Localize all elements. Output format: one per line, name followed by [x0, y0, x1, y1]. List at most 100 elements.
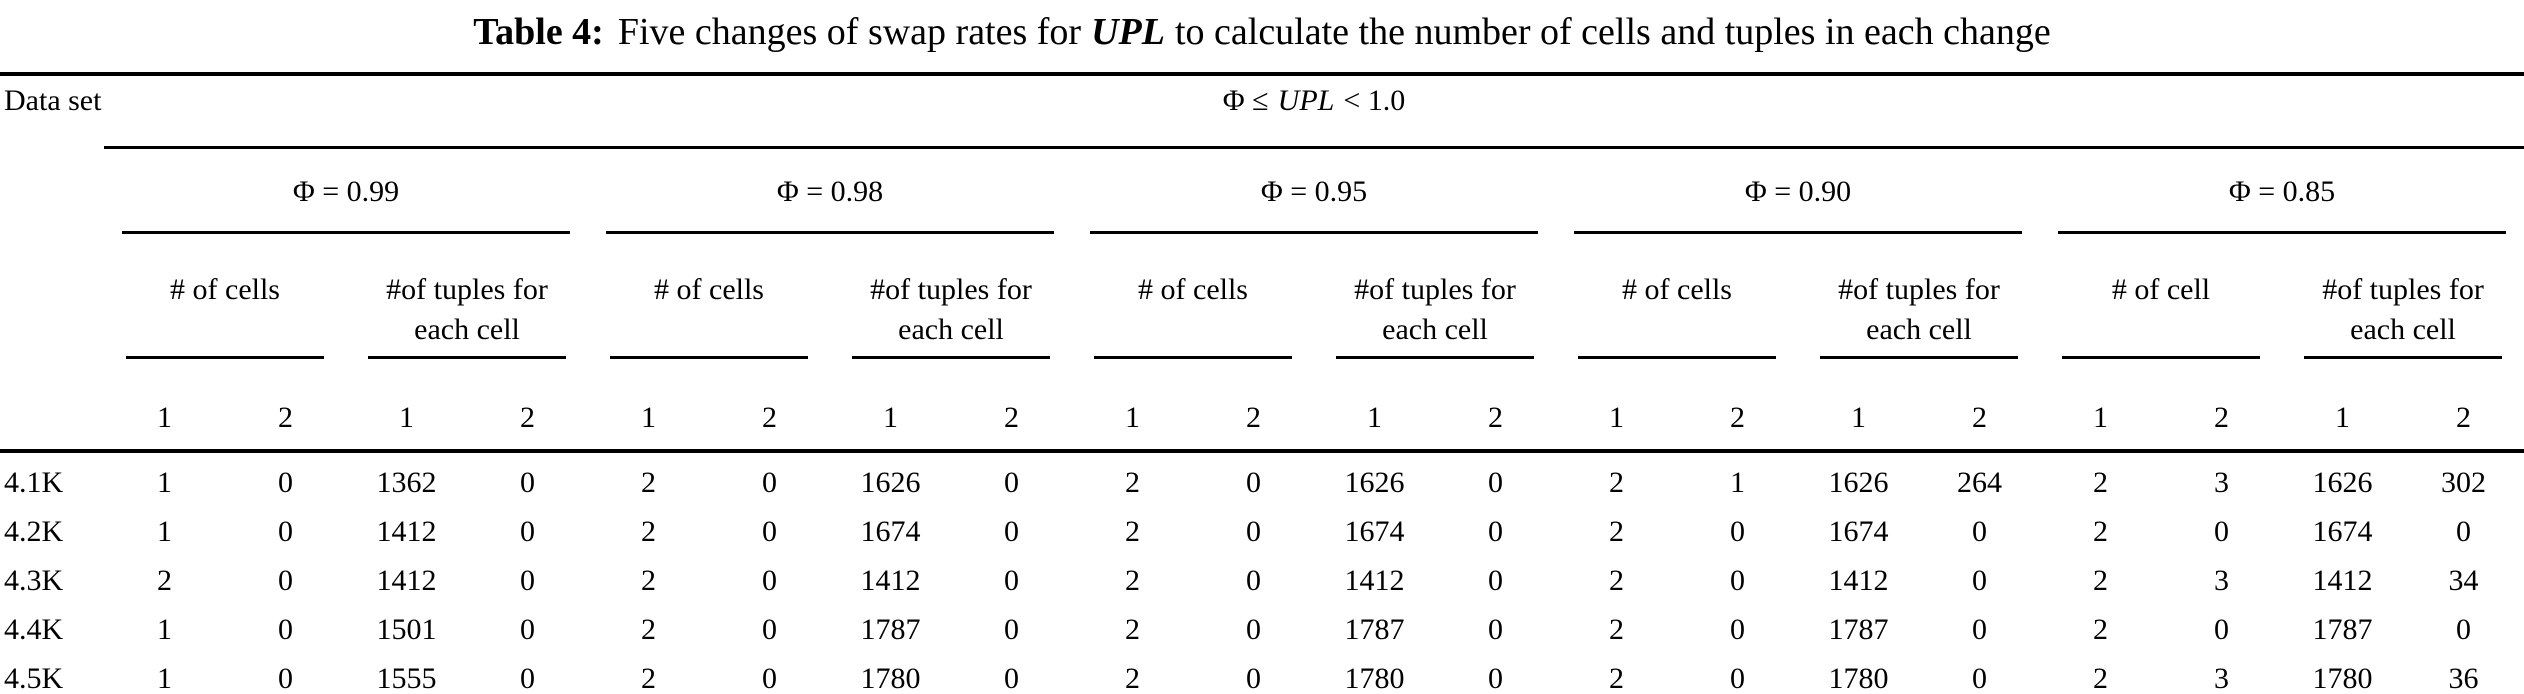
column-number: 2 — [709, 359, 830, 453]
subgroup-underline — [852, 356, 1050, 359]
value-cell: 1412 — [376, 564, 437, 598]
cells-subheader-text: # of cell — [2040, 270, 2282, 356]
value-cell: 0 — [1730, 613, 1745, 647]
group-header: Φ = 0.85 — [2040, 148, 2524, 234]
tuples-subheader-line2: each cell — [1866, 313, 1972, 346]
header-row-subgroups: # of cells #of tuples for each cell # of ce… — [0, 234, 2524, 359]
value-cell: 0 — [1488, 564, 1503, 598]
value-cell: 0 — [1004, 662, 1019, 694]
caption-text-post: to calculate the number of cells and tup… — [1174, 11, 2051, 53]
table-caption: Table 4: Five changes of swap rates for UP… — [0, 0, 2524, 72]
value-cell: 2 — [2093, 564, 2108, 598]
subgroup-underline — [126, 356, 324, 359]
column-number: 1 — [1798, 359, 1919, 453]
tuples-subheader-line1: #of tuples for — [386, 273, 548, 306]
value-cell: 1674 — [1828, 515, 1889, 549]
value-cell: 1501 — [376, 613, 437, 647]
row-label: 4.4K — [4, 613, 64, 647]
value-cell: 2 — [1125, 613, 1140, 647]
value-cell: 1412 — [1344, 564, 1405, 598]
value-cell: 0 — [278, 613, 293, 647]
row-label: 4.5K — [4, 662, 64, 694]
empty-cell — [0, 234, 104, 359]
tuples-subheader-text: #of tuples for each cell — [830, 270, 1072, 356]
value-cell: 0 — [762, 613, 777, 647]
value-cell: 0 — [1488, 613, 1503, 647]
value-cell: 0 — [520, 515, 535, 549]
value-cell: 0 — [1004, 613, 1019, 647]
group-header: Φ = 0.95 — [1072, 148, 1556, 234]
value-cell: 0 — [1488, 466, 1503, 500]
value-cell: 2 — [1609, 564, 1624, 598]
upl-range-pre: Φ ≤ — [1222, 84, 1269, 117]
value-cell: 2 — [2093, 662, 2108, 694]
value-cell: 2 — [641, 662, 656, 694]
group-underline — [122, 231, 570, 234]
value-cell: 0 — [1972, 613, 1987, 647]
value-cell: 2 — [157, 564, 172, 598]
value-cell: 1412 — [1828, 564, 1889, 598]
column-number: 1 — [2282, 359, 2403, 453]
subgroup-underline — [1094, 356, 1292, 359]
group-header-label: Φ = 0.98 — [776, 174, 884, 208]
subgroup-underline — [1336, 356, 1534, 359]
value-cell: 0 — [1246, 515, 1261, 549]
value-cell: 1780 — [860, 662, 921, 694]
cells-subheader-label: # of cells — [654, 273, 764, 306]
value-cell: 1 — [157, 466, 172, 500]
column-number: 2 — [1435, 359, 1556, 453]
cells-subheader-label: # of cells — [170, 273, 280, 306]
value-cell: 264 — [1957, 466, 2002, 500]
value-cell: 1362 — [376, 466, 437, 500]
value-cell: 0 — [520, 662, 535, 694]
upl-range-header: Φ ≤ UPL < 1.0 — [104, 74, 2524, 149]
column-number: 1 — [1556, 359, 1677, 453]
value-cell: 302 — [2441, 466, 2486, 500]
table-row: 4.4K 1 0 1501 0 2 0 1787 0 2 0 1787 0 2 0 1787 0 2 0 1787 0 — [0, 606, 2524, 655]
value-cell: 0 — [1972, 564, 1987, 598]
value-cell: 0 — [278, 466, 293, 500]
value-cell: 1626 — [2312, 466, 2373, 500]
value-cell: 2 — [641, 564, 656, 598]
value-cell: 2 — [1609, 613, 1624, 647]
upl-range-variable: UPL — [1277, 84, 1335, 117]
value-cell: 1674 — [1344, 515, 1405, 549]
group-header: Φ = 0.90 — [1556, 148, 2040, 234]
value-cell: 1412 — [2312, 564, 2373, 598]
value-cell: 0 — [1246, 466, 1261, 500]
value-cell: 2 — [1609, 662, 1624, 694]
cells-subheader: # of cells — [588, 234, 830, 359]
value-cell: 1412 — [376, 515, 437, 549]
column-number: 2 — [225, 359, 346, 453]
column-number: 2 — [951, 359, 1072, 453]
empty-cell — [0, 148, 104, 235]
group-header: Φ = 0.99 — [104, 148, 588, 234]
tuples-subheader: #of tuples for each cell — [2282, 234, 2524, 359]
column-number: 2 — [1193, 359, 1314, 453]
value-cell: 34 — [2448, 564, 2479, 598]
value-cell: 1787 — [1828, 613, 1889, 647]
tuples-subheader-text: #of tuples for each cell — [2282, 270, 2524, 356]
value-cell: 0 — [2214, 515, 2229, 549]
value-cell: 0 — [1246, 662, 1261, 694]
value-cell: 3 — [2214, 564, 2229, 598]
value-cell: 1780 — [1344, 662, 1405, 694]
tuples-subheader: #of tuples for each cell — [346, 234, 588, 359]
group-header-label: Φ = 0.99 — [292, 174, 400, 208]
value-cell: 0 — [762, 515, 777, 549]
cells-subheader-text: # of cells — [104, 270, 346, 356]
table-row: 4.5K 1 0 1555 0 2 0 1780 0 2 0 1780 0 2 0 1780 0 2 3 1780 36 — [0, 655, 2524, 694]
upl-range-post: < 1.0 — [1343, 84, 1406, 117]
tuples-subheader-line2: each cell — [898, 313, 1004, 346]
table-row: 4.1K 1 0 1362 0 2 0 1626 0 2 0 1626 0 2 1 1626 264 2 3 1626… — [0, 451, 2524, 508]
column-number: 2 — [1677, 359, 1798, 453]
column-number: 2 — [2161, 359, 2282, 453]
column-number: 1 — [346, 359, 467, 453]
value-cell: 0 — [278, 662, 293, 694]
value-cell: 0 — [520, 466, 535, 500]
value-cell: 1674 — [2312, 515, 2373, 549]
value-cell: 0 — [278, 515, 293, 549]
value-cell: 2 — [641, 515, 656, 549]
value-cell: 0 — [1488, 515, 1503, 549]
